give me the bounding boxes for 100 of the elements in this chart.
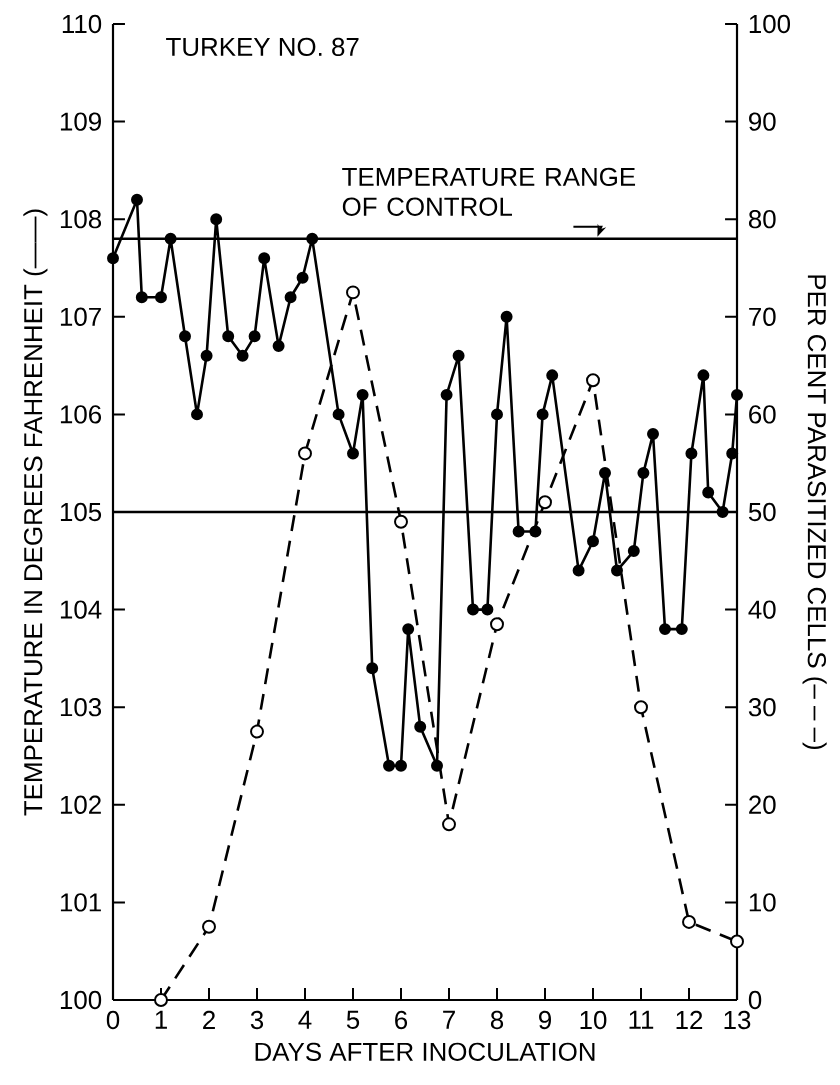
y2-tick-label: 20	[749, 795, 776, 814]
point	[272, 340, 285, 353]
point	[634, 700, 648, 715]
ref-line-label: TEMPERATURE RANGE OF CONTROL	[342, 167, 636, 216]
y-tick-label: 109	[60, 112, 101, 131]
chart-title: TURKEY NO. 87	[166, 37, 359, 57]
point	[491, 408, 503, 421]
point	[440, 388, 453, 401]
point	[452, 349, 465, 362]
point	[481, 603, 494, 616]
x-tick-label: 13	[724, 1010, 751, 1030]
point	[394, 514, 408, 529]
y-tick-label: 103	[60, 698, 102, 717]
point	[512, 525, 525, 538]
x-tick-label: 10	[580, 1010, 607, 1030]
y-tick-label: 106	[60, 405, 102, 424]
point	[332, 408, 345, 421]
point	[467, 603, 479, 616]
point	[179, 330, 191, 343]
point	[191, 408, 203, 421]
point	[730, 934, 744, 949]
y-tick-label: 108	[60, 210, 102, 229]
y2-tick-label: 50	[748, 502, 776, 522]
y-tick-label: 104	[60, 600, 102, 619]
point	[500, 310, 513, 323]
point	[284, 291, 297, 304]
point	[383, 759, 395, 772]
y2-tick-label: 100	[749, 14, 791, 34]
x-tick-label: 8	[490, 1010, 504, 1030]
point	[356, 388, 369, 401]
x-axis-title: DAYS AFTER INOCULATION	[255, 1042, 595, 1061]
point	[442, 817, 456, 832]
point	[222, 330, 235, 343]
point	[647, 427, 659, 440]
point	[659, 623, 671, 636]
point	[402, 623, 415, 636]
point	[248, 330, 261, 343]
x-tick-label: 2	[203, 1010, 215, 1029]
point	[697, 369, 710, 382]
point	[637, 466, 650, 479]
point	[258, 252, 271, 265]
point	[306, 232, 319, 245]
y2-tick-label: 30	[748, 698, 776, 717]
point	[135, 291, 148, 304]
point	[716, 506, 729, 518]
y-tick-label: 105	[60, 502, 102, 522]
x-tick-label: 11	[629, 1010, 654, 1029]
y2-tick-label: 70	[749, 307, 776, 326]
x-tick-label: 4	[298, 1010, 312, 1029]
x-tick-label: 5	[346, 1010, 360, 1029]
x-tick-label: 6	[395, 1010, 408, 1030]
point	[200, 349, 213, 362]
x-tick-label: 1	[155, 1010, 167, 1029]
point	[702, 486, 715, 499]
x-tick-label: 3	[250, 1010, 264, 1030]
point	[675, 623, 688, 636]
y-tick-label: 102	[60, 795, 101, 814]
point	[587, 535, 599, 548]
y-tick-label: 101	[60, 893, 101, 912]
point	[298, 446, 312, 461]
point	[395, 759, 407, 772]
point	[685, 447, 698, 460]
y2-tick-label: 10	[749, 893, 776, 912]
y2-tick-label: 60	[749, 405, 776, 424]
y-tick-label: 100	[60, 990, 102, 1010]
y2-tick-label: 80	[748, 210, 776, 229]
x-tick-label: 12	[676, 1010, 703, 1029]
point	[131, 193, 143, 206]
point	[538, 495, 552, 510]
point	[164, 232, 177, 245]
point	[572, 564, 585, 577]
x-tick-label: 7	[443, 1010, 455, 1029]
point	[155, 291, 167, 304]
point	[210, 213, 223, 226]
point	[347, 447, 359, 460]
y2-axis-title: PER CENT PARASITIZED CELLS (– – –)	[802, 275, 827, 750]
y-axis-title: TEMPERATURE IN DEGREES FAHRENHEIT (——)	[23, 209, 48, 816]
point	[414, 720, 427, 733]
point	[682, 914, 696, 929]
y2-tick-label: 40	[748, 600, 776, 619]
point	[202, 919, 216, 934]
point	[627, 545, 640, 558]
point	[236, 349, 249, 362]
point	[611, 564, 623, 577]
point	[346, 285, 360, 300]
y2-tick-label: 90	[749, 112, 776, 131]
x-tick-label: 9	[539, 1010, 551, 1030]
point	[250, 724, 264, 739]
x-tick-label: 0	[106, 1010, 120, 1030]
point	[536, 408, 549, 421]
y-tick-label: 110	[62, 14, 102, 34]
point	[296, 271, 309, 284]
y-tick-label: 107	[60, 307, 101, 326]
point	[107, 252, 119, 265]
point	[154, 993, 168, 1007]
point	[546, 369, 559, 382]
point	[490, 617, 504, 632]
point	[366, 662, 379, 675]
y2-tick-label: 0	[748, 990, 762, 1010]
point	[586, 373, 600, 388]
